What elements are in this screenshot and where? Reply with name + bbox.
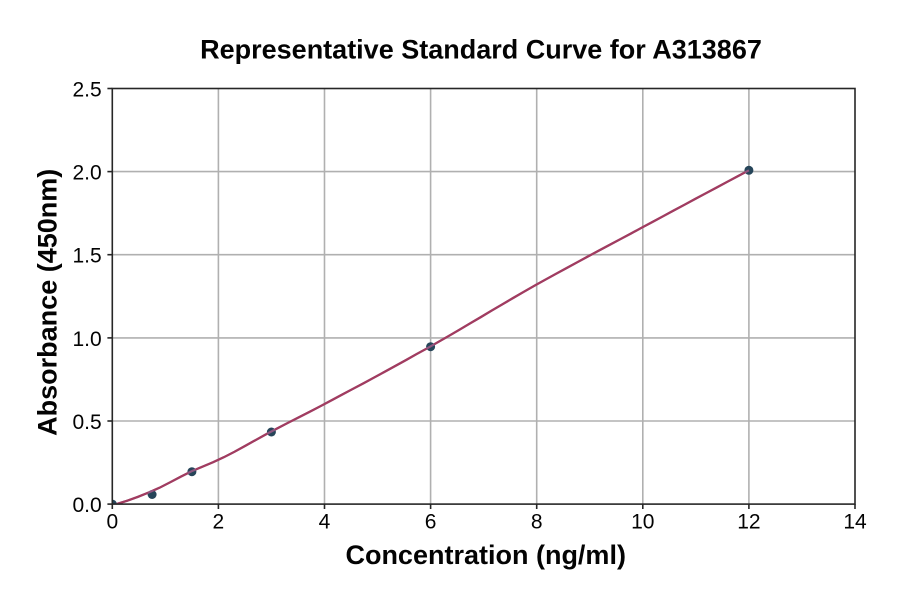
svg-text:10: 10 <box>631 511 654 534</box>
svg-text:8: 8 <box>531 511 543 534</box>
svg-text:1.0: 1.0 <box>72 328 101 351</box>
svg-text:14: 14 <box>843 511 867 534</box>
svg-text:2.5: 2.5 <box>72 79 101 102</box>
svg-text:6: 6 <box>425 511 437 534</box>
svg-text:2.0: 2.0 <box>72 162 101 185</box>
svg-text:4: 4 <box>319 511 331 534</box>
svg-text:0.5: 0.5 <box>72 411 101 434</box>
svg-text:Absorbance (450nm): Absorbance (450nm) <box>33 169 63 436</box>
svg-text:2: 2 <box>213 511 225 534</box>
svg-text:0.0: 0.0 <box>72 494 101 517</box>
svg-text:Representative Standard Curve: Representative Standard Curve for A31386… <box>200 34 762 64</box>
svg-text:12: 12 <box>737 511 760 534</box>
svg-text:0: 0 <box>106 511 118 534</box>
svg-text:1.5: 1.5 <box>72 245 101 268</box>
svg-text:Concentration (ng/ml): Concentration (ng/ml) <box>345 540 625 570</box>
